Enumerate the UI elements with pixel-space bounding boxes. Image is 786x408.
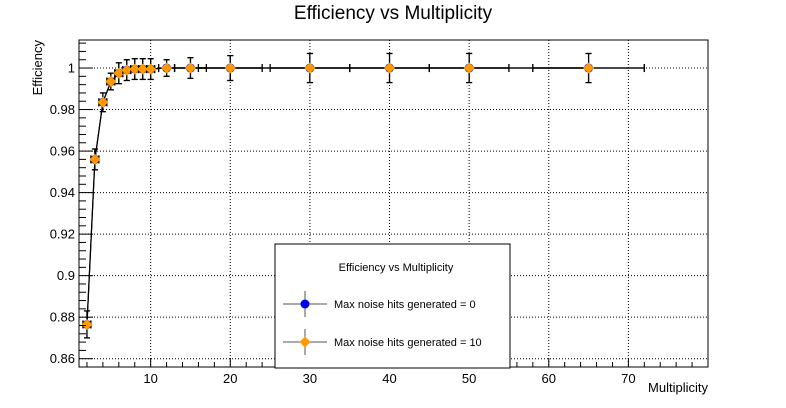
legend: Efficiency vs Multiplicity Max noise hit…: [274, 243, 511, 369]
x-axis-label: Multiplicity: [648, 380, 708, 395]
legend-label-series-0: Max noise hits generated = 0: [334, 299, 476, 311]
x-tick-label: 20: [223, 371, 237, 386]
chart-title: Efficiency vs Multiplicity: [294, 3, 493, 24]
series-1-point: [113, 67, 125, 79]
series-1-point: [184, 62, 196, 74]
legend-box: [274, 243, 511, 369]
y-tick-label: 0.88: [50, 310, 75, 325]
series-1-point: [384, 62, 396, 74]
series-1-point: [89, 153, 101, 165]
series-1-point: [161, 62, 173, 74]
series-1-point: [129, 63, 141, 75]
series-1-point: [463, 62, 475, 74]
data-layer: [81, 52, 645, 339]
legend-title: Efficiency vs Multiplicity: [339, 262, 454, 274]
series-1-point: [583, 62, 595, 74]
y-tick-label: 0.94: [50, 185, 75, 200]
series-1-point: [137, 63, 149, 75]
axis-layer: 10 20 30 40 50 60 70 0.86 0.88 0.9 0.92 0.94 0.96 0.9…: [50, 42, 709, 386]
y-axis-label: Efficiency: [30, 40, 45, 96]
x-tick-label: 10: [143, 371, 157, 386]
x-tick-label: 50: [462, 371, 476, 386]
x-tick-label: 60: [542, 371, 556, 386]
x-tick-label: 70: [621, 371, 635, 386]
y-tick-label: 0.92: [50, 227, 75, 242]
series-1-point: [97, 96, 109, 108]
legend-marker-series-0: [283, 291, 327, 317]
legend-marker-series-1: [283, 329, 327, 355]
series-1-point: [304, 62, 316, 74]
legend-label-series-1: Max noise hits generated = 10: [334, 337, 482, 349]
series-1-point: [81, 318, 93, 330]
series-1-point: [224, 62, 236, 74]
series-1-point: [105, 76, 117, 88]
y-tick-label: 0.96: [50, 144, 75, 159]
grid-layer: [79, 40, 708, 367]
series-1-point: [145, 63, 157, 75]
series-1-point: [121, 64, 133, 76]
y-tick-label: 0.98: [50, 102, 75, 117]
y-tick-label: 0.9: [57, 268, 75, 283]
y-tick-label: 0.86: [50, 351, 75, 366]
x-tick-label: 40: [382, 371, 396, 386]
x-tick-label: 30: [303, 371, 317, 386]
y-tick-label: 1: [68, 61, 75, 76]
